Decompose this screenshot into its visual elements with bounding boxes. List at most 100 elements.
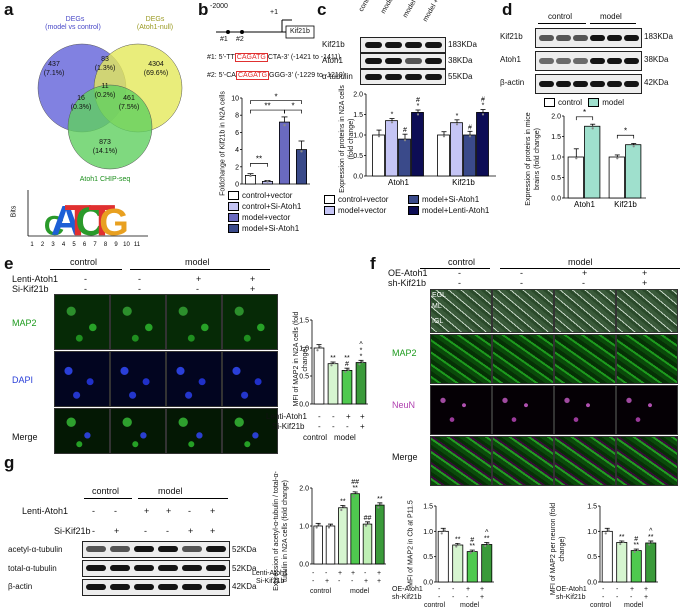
sig-marker: *: [624, 127, 627, 136]
bar: [630, 550, 642, 583]
e-image-dapi-1: [54, 351, 110, 407]
y-tick-label: 2.0: [299, 486, 309, 493]
data-point: [318, 524, 321, 527]
blot-c-atoh1: [360, 53, 446, 69]
sig-marker: *: [583, 108, 586, 117]
e-row-dapi: DAPI: [12, 375, 34, 385]
legend-swatch: [228, 202, 239, 212]
venn-region-1: 437 (7.1%): [43, 61, 65, 77]
data-point: [484, 544, 487, 548]
sig-bracket: [250, 109, 285, 114]
y-tick-label: 1.0: [551, 155, 561, 162]
data-point: [636, 548, 639, 552]
venn-region-2: 83 (1.3%): [94, 56, 116, 72]
e-image-map2-3: [166, 294, 222, 350]
bar: [645, 542, 657, 583]
venn-region-3: 4304 (69.6%): [143, 61, 169, 77]
logo-letter: C: [44, 210, 64, 241]
e-image-map2-4: [222, 294, 278, 350]
f-image-neun-3: [554, 385, 616, 435]
f-group-control: control: [448, 257, 476, 267]
f-image-neun-4: [616, 385, 678, 435]
data-point: [361, 360, 364, 363]
blot-g-actin: [82, 579, 230, 596]
bar: [437, 134, 450, 177]
tss-label: +1: [270, 9, 278, 16]
kda-g-3: 42KDa: [232, 582, 257, 591]
chip-label: Atoh1 CHIP-seq: [79, 176, 131, 183]
lane-c-2: model +NC: [380, 0, 404, 15]
panel-label-c: c: [317, 0, 327, 19]
y-tick-label: 0.5: [299, 374, 309, 381]
y-tick-label: 1.5: [551, 134, 561, 141]
e-row1-label: Lenti-Atoh1: [12, 274, 59, 284]
data-point: [472, 549, 475, 553]
blot-d-row1-label: Kif21b: [500, 32, 523, 41]
f-image-map2-1: [430, 334, 492, 384]
legend-swatch: [408, 195, 419, 205]
f-image-overview-1: [430, 289, 492, 333]
data-point: [607, 529, 610, 532]
sig-marker: **: [470, 543, 476, 550]
panel-label-e: e: [4, 254, 14, 273]
blot-d-row3-label: β-actin: [500, 78, 525, 87]
data-point: [591, 127, 594, 130]
site1-marker: [226, 30, 230, 34]
data-point: [333, 361, 336, 364]
data-point: [249, 174, 252, 178]
logo-tick-label: 4: [62, 242, 66, 248]
bar: [584, 125, 601, 199]
y-tick-label: 0.0: [551, 196, 561, 203]
data-point: [358, 363, 361, 366]
y-tick-label: 2.0: [551, 114, 561, 121]
f-image-overview-4: [616, 289, 678, 333]
legend-swatch: [228, 191, 239, 201]
sig-marker: *: [360, 347, 363, 354]
d-group-model: model: [600, 12, 622, 21]
data-point: [364, 524, 368, 527]
data-point: [377, 135, 381, 138]
sig-marker: **: [264, 101, 270, 110]
sig-marker: **: [455, 536, 461, 543]
sig-marker: ^: [359, 341, 363, 348]
sig-marker: *: [291, 101, 294, 110]
sig-marker: **: [340, 498, 346, 505]
bar: [296, 149, 308, 185]
venn-region-4: 11 (0.2%): [94, 83, 116, 99]
f-row-neun: NeuN: [392, 400, 416, 410]
bar: [375, 504, 385, 565]
f-row-merge: Merge: [392, 452, 418, 462]
sig-marker: ##: [364, 515, 372, 522]
lane-c-4: model +Lenti-Atoh1: [422, 0, 459, 23]
x-category-label: Atoh1: [574, 200, 595, 209]
y-tick-label: 0.5: [353, 153, 363, 160]
bar: [313, 525, 323, 565]
y-tick-label: 0.5: [551, 175, 561, 182]
deg2-title: DEGs: [145, 16, 165, 23]
data-point: [443, 529, 446, 532]
y-tick-label: 0.0: [423, 580, 433, 587]
blot-g-row3-label: β-actin: [8, 582, 33, 591]
blot-d-row2-label: Atoh1: [500, 55, 521, 64]
legend-swatch: [228, 224, 239, 234]
panel-label-b: b: [198, 0, 209, 19]
data-point: [316, 349, 319, 352]
sig-marker: ##: [351, 479, 359, 486]
sig-marker: #: [470, 537, 474, 544]
bar: [437, 530, 449, 583]
site2-marker: [240, 30, 244, 34]
f-image-map2-4: [616, 334, 678, 384]
bar: [450, 122, 463, 177]
data-point: [300, 150, 303, 153]
blot-d-kif21b: [535, 28, 642, 48]
promoter-start: -2000: [210, 3, 228, 10]
chart-f1: 0.00.51.01.5** #**^**: [423, 504, 494, 587]
data-point: [487, 542, 490, 545]
e-image-map2-2: [110, 294, 166, 350]
sig-marker: **: [648, 534, 654, 541]
chart-d: 0.0 0.5 1.0 1.5 2.0 Atoh1 Kif21b * *: [551, 108, 646, 209]
bar: [616, 542, 628, 583]
venn-diagram: [37, 43, 183, 170]
